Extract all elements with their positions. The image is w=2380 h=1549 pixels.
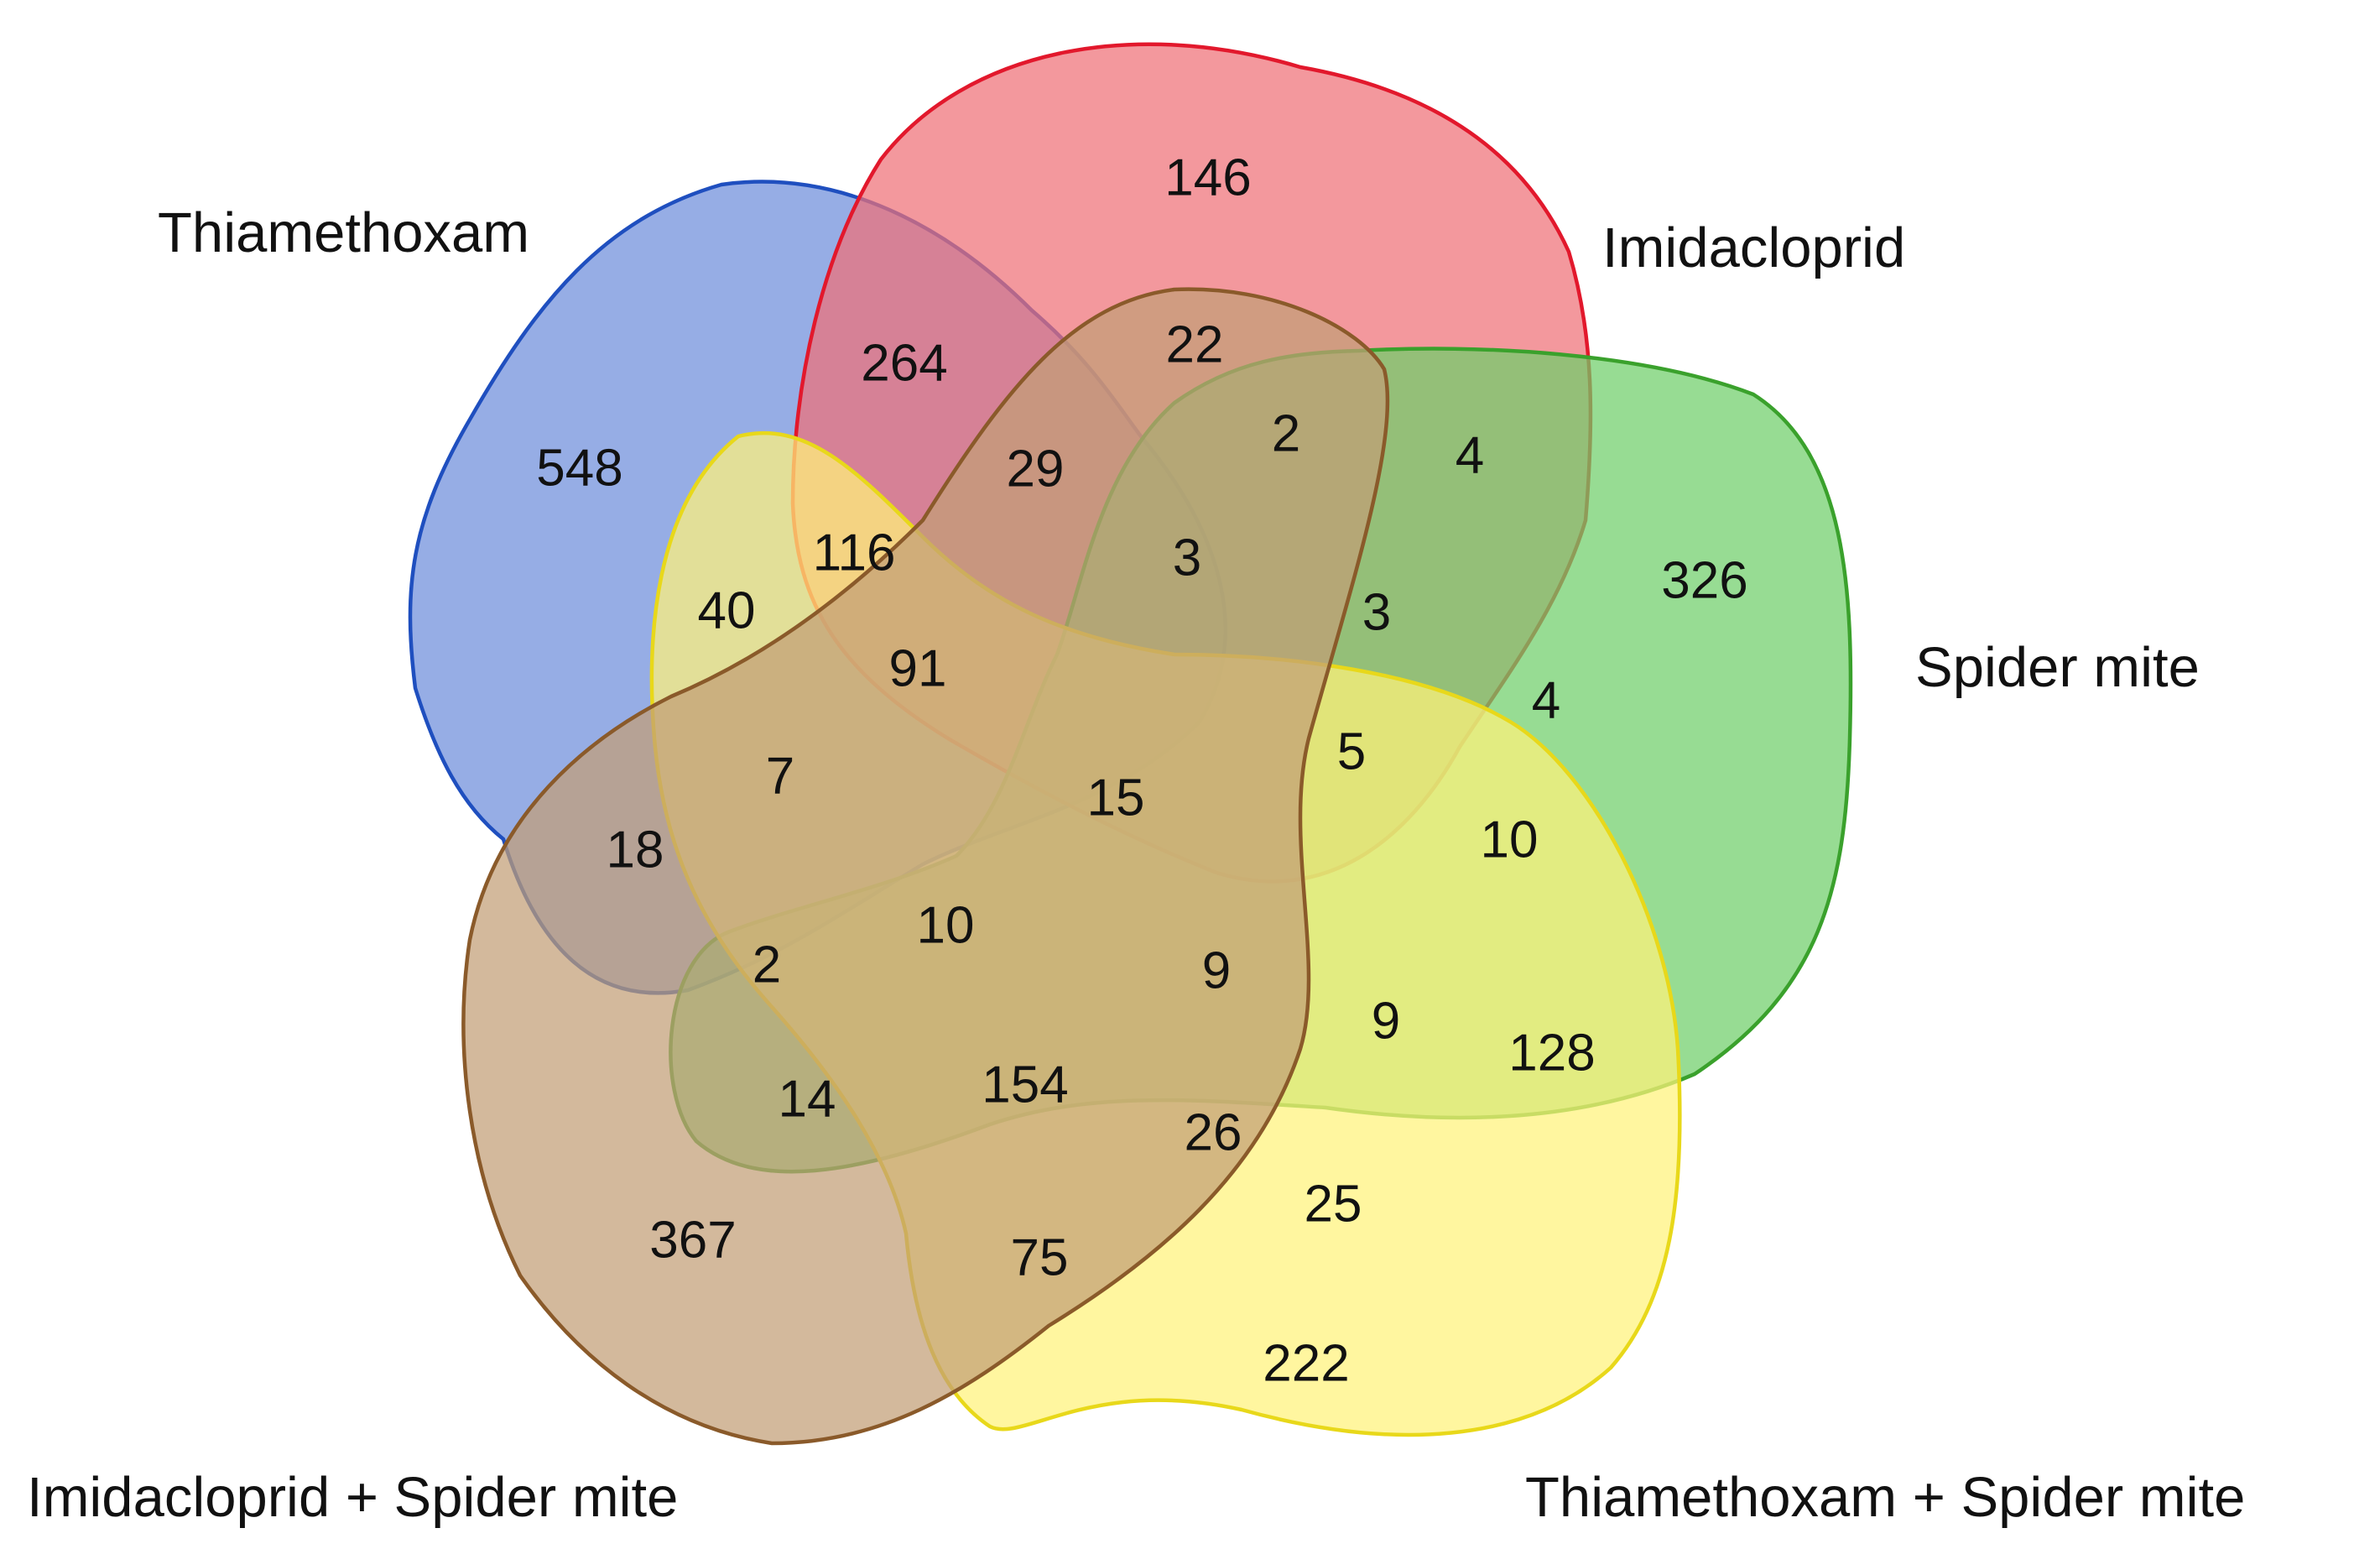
region-count: 7 (766, 748, 794, 806)
region-count: 146 (1164, 149, 1251, 207)
region-count: 10 (1481, 811, 1539, 869)
region-count: 128 (1508, 1025, 1595, 1082)
region-count: 9 (1372, 993, 1400, 1051)
region-counts: 548 146 326 222 367 264 22 2 4 29 116 40… (536, 149, 1747, 1393)
region-count: 4 (1456, 427, 1484, 485)
set-label-thiamethoxam-spider-mite: Thiamethoxam + Spider mite (1525, 1466, 2245, 1529)
set-label-imidacloprid-spider-mite: Imidacloprid + Spider mite (27, 1466, 678, 1529)
set-labels: Thiamethoxam Imidacloprid Spider mite Th… (27, 201, 2245, 1529)
set-label-imidacloprid: Imidacloprid (1602, 216, 1905, 279)
region-count: 91 (889, 640, 947, 698)
region-count: 5 (1337, 723, 1366, 781)
region-count: 75 (1011, 1229, 1069, 1287)
region-count: 14 (779, 1071, 836, 1129)
region-count: 18 (607, 821, 664, 879)
region-count: 26 (1185, 1104, 1242, 1162)
region-count: 29 (1007, 441, 1065, 498)
region-count: 9 (1202, 942, 1231, 1000)
region-count: 25 (1305, 1176, 1362, 1233)
region-count: 3 (1362, 584, 1391, 642)
region-count: 154 (982, 1056, 1068, 1114)
set-shape-imidacloprid-spider-mite (461, 287, 1390, 1446)
region-count: 326 (1661, 552, 1747, 610)
set-label-spider-mite: Spider mite (1915, 636, 2200, 699)
region-count: 116 (813, 524, 896, 582)
set-label-thiamethoxam: Thiamethoxam (158, 201, 529, 264)
region-count: 222 (1263, 1335, 1349, 1393)
region-count: 4 (1532, 672, 1560, 730)
region-count: 2 (1272, 405, 1300, 463)
region-count: 40 (698, 582, 756, 640)
venn-shapes (408, 42, 1853, 1446)
region-count: 367 (649, 1212, 736, 1270)
region-count: 15 (1087, 769, 1145, 827)
region-count: 22 (1166, 316, 1224, 374)
region-count: 10 (917, 897, 975, 955)
region-count: 264 (861, 335, 947, 393)
region-count: 3 (1173, 529, 1201, 587)
region-count: 2 (753, 936, 781, 994)
region-count: 548 (536, 440, 622, 498)
